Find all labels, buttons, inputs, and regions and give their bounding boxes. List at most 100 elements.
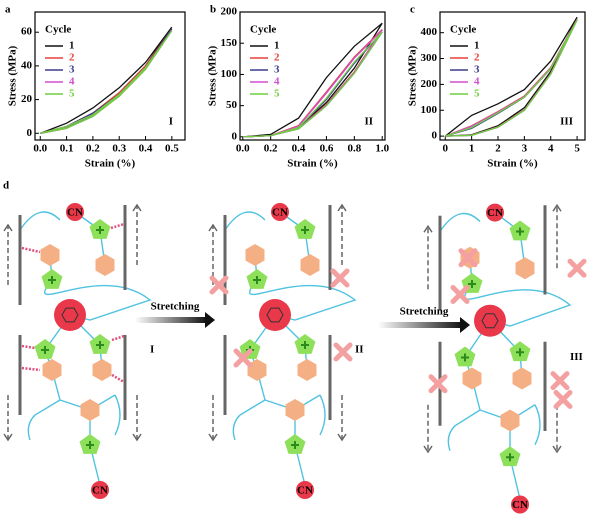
stretch-arrow-head: [205, 312, 215, 328]
plus: [41, 346, 49, 354]
annotation: II: [364, 116, 373, 128]
hexagon: [285, 399, 305, 421]
x-tick-label: 0: [443, 143, 449, 155]
series-line: [242, 22, 383, 138]
arrow-head: [3, 223, 13, 232]
y-axis-label: Stress (MPa): [7, 45, 19, 106]
arrow-head: [552, 445, 562, 454]
legend-label: 5: [474, 88, 480, 100]
polymer-chain: [439, 212, 481, 232]
hexagon: [245, 244, 265, 266]
y-tick-label: 60: [21, 26, 33, 38]
plus: [291, 441, 299, 449]
panel-letter: a: [5, 4, 11, 16]
series-line: [40, 30, 173, 134]
series-line: [40, 26, 173, 134]
polymer-chain: [224, 211, 266, 231]
y-tick-label: 200: [221, 6, 238, 18]
cn-label: CN: [272, 207, 288, 219]
cn-group: [91, 481, 109, 499]
triazine-core: [54, 299, 86, 331]
broken-bond: [450, 285, 470, 304]
y-tick-label: 0: [27, 127, 33, 139]
x-tick-label: 2: [495, 143, 501, 155]
legend-label: 2: [274, 52, 280, 64]
cn-group: [511, 495, 529, 514]
hexagon: [95, 254, 115, 276]
y-tick-label: 50: [226, 99, 238, 111]
plus: [253, 276, 261, 284]
legend-label: 5: [274, 88, 280, 100]
stretch-arrow: [135, 317, 207, 323]
broken-bond: [209, 275, 229, 295]
hydrogen-bond: [21, 366, 41, 372]
cn-label: CN: [67, 207, 83, 219]
legend-label: 5: [69, 88, 75, 100]
legend-label: 4: [274, 76, 280, 88]
plot-frame: [34, 11, 186, 141]
series-line: [242, 31, 383, 138]
plus: [86, 441, 94, 449]
x-tick-label: 0.2: [86, 143, 100, 155]
arrow-head: [337, 203, 347, 212]
hexagon: [40, 244, 60, 266]
broken-bond: [553, 390, 573, 409]
hydrogen-bond: [110, 222, 125, 230]
cn-label: CN: [487, 207, 503, 219]
hexagon: [300, 254, 320, 276]
series-line: [445, 19, 578, 137]
plot-frame: [239, 11, 386, 141]
broken-bond: [333, 342, 353, 362]
legend-label: 4: [69, 76, 75, 88]
plot-frame: [439, 11, 586, 141]
polymer-chain: [44, 211, 152, 321]
triazine-core: [474, 304, 506, 337]
hexagon: [462, 367, 482, 390]
annotation: III: [560, 116, 573, 128]
cn-group: [296, 481, 314, 499]
x-tick-label: 0.4: [139, 143, 153, 155]
y-axis-label: Stress (MPa): [407, 45, 419, 106]
polymer-chain: [249, 211, 357, 321]
cn-label: CN: [297, 485, 313, 497]
x-axis-label: Strain (%): [287, 158, 338, 170]
cn-group: [66, 203, 84, 221]
legend-label: 2: [69, 52, 75, 64]
legend-label: 3: [69, 64, 75, 76]
broken-bond: [428, 374, 448, 394]
plus: [506, 453, 514, 462]
hexagon: [515, 257, 535, 280]
broken-bond: [233, 348, 253, 368]
stretch-arrow-head: [460, 317, 470, 333]
y-tick-label: 200: [421, 78, 438, 90]
x-tick-label: 0.6: [320, 143, 334, 155]
legend-label: 4: [474, 76, 480, 88]
state-label: I: [150, 344, 154, 356]
series-line: [40, 28, 173, 134]
broken-bond: [567, 258, 587, 278]
cn-group: [486, 203, 504, 222]
hexagon: [512, 367, 532, 390]
arrow-head: [132, 433, 142, 442]
plus: [96, 226, 104, 234]
hydrogen-bond: [21, 344, 36, 350]
y-tick-label: 0: [432, 130, 438, 142]
arrow-label: Stretching: [151, 301, 200, 313]
plus: [516, 348, 524, 357]
series-line: [444, 16, 578, 137]
polymer-chain: [19, 211, 61, 231]
x-axis-label: Strain (%): [487, 158, 538, 170]
cn-label: CN: [512, 499, 528, 511]
plus: [96, 341, 104, 349]
hexagon: [297, 359, 317, 381]
y-tick-label: 20: [21, 93, 33, 105]
x-tick-label: 0.4: [292, 143, 306, 155]
state-label: II: [355, 344, 364, 356]
arrow-head: [337, 433, 347, 442]
legend-title: Cycle: [45, 24, 71, 36]
hexagon: [42, 359, 62, 381]
y-tick-label: 100: [221, 68, 238, 80]
hexagon: [92, 359, 112, 381]
cn-label: CN: [92, 485, 108, 497]
